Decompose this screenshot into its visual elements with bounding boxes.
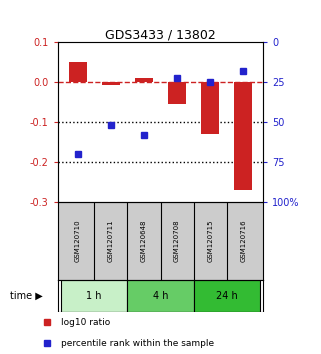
Text: GSM120710: GSM120710	[75, 219, 81, 262]
Bar	[201, 82, 219, 134]
Text: 24 h: 24 h	[216, 291, 238, 301]
Bar	[61, 280, 127, 312]
Text: GSM120716: GSM120716	[240, 219, 246, 262]
Text: GSM120711: GSM120711	[108, 219, 114, 262]
Bar	[102, 82, 120, 85]
Text: time ▶: time ▶	[10, 291, 42, 301]
Text: GSM120715: GSM120715	[207, 219, 213, 262]
Bar	[127, 280, 194, 312]
Bar	[168, 82, 186, 104]
Bar	[69, 62, 87, 82]
Bar	[234, 82, 252, 190]
Text: GSM120648: GSM120648	[141, 219, 147, 262]
Bar	[135, 78, 153, 82]
Text: 1 h: 1 h	[86, 291, 102, 301]
Text: percentile rank within the sample: percentile rank within the sample	[61, 339, 214, 348]
Text: GSM120708: GSM120708	[174, 219, 180, 262]
Text: log10 ratio: log10 ratio	[61, 318, 110, 327]
Text: 4 h: 4 h	[153, 291, 168, 301]
Bar	[194, 280, 260, 312]
Title: GDS3433 / 13802: GDS3433 / 13802	[105, 28, 216, 41]
